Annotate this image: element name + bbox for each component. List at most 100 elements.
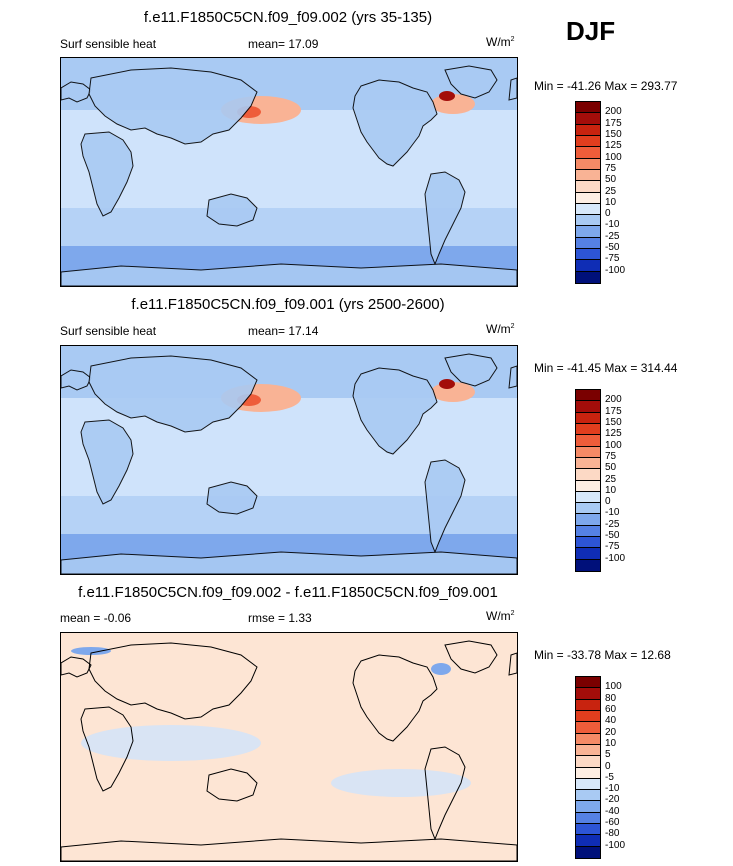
colorbar-swatch <box>576 260 600 272</box>
colorbar-swatch <box>576 733 600 745</box>
colorbar-tick-label: 10 <box>605 484 617 496</box>
continent-outline <box>80 419 134 505</box>
colorbar-tick-label: -25 <box>605 518 620 530</box>
continent-outline <box>424 746 466 841</box>
colorbar-swatch <box>576 480 600 492</box>
colorbar-swatch <box>576 226 600 238</box>
colorbar-swatch <box>576 744 600 757</box>
colorbar-tick-label: 25 <box>605 473 617 485</box>
continent-outline <box>352 79 438 167</box>
colorbar-tick-label: 50 <box>605 462 617 474</box>
colorbar-swatch <box>576 756 600 768</box>
colorbar-swatch <box>576 778 600 791</box>
colorbar-swatch <box>576 537 600 549</box>
continent-outline <box>88 67 258 145</box>
panel-3-map <box>60 632 518 862</box>
colorbar-swatch <box>576 548 600 560</box>
colorbar-tick-label: 0 <box>605 496 611 508</box>
colorbar-swatch <box>576 812 600 825</box>
colorbar-tick-label: -25 <box>605 230 620 242</box>
colorbar-swatch <box>576 722 600 734</box>
continent-outline <box>444 640 498 674</box>
colorbar-swatch <box>576 135 600 148</box>
colorbar-tick-label: 125 <box>605 140 622 152</box>
colorbar-tick-label: 175 <box>605 405 622 417</box>
colorbar-swatch <box>576 113 600 125</box>
continent-outline <box>80 131 134 217</box>
panel-2-colorbar <box>575 389 601 572</box>
colorbar-tick-label: -60 <box>605 817 620 829</box>
colorbar-tick-label: 75 <box>605 162 617 174</box>
panel-2-map <box>60 345 518 575</box>
gulf-stream-core <box>439 91 455 101</box>
colorbar-swatch <box>576 249 600 261</box>
panel-2-center-label: mean= 17.14 <box>248 324 319 338</box>
continent-outline <box>88 355 258 433</box>
panel-1-title: f.e11.F1850C5CN.f09_f09.002 (yrs 35-135) <box>143 9 433 26</box>
panel-1-map-field <box>61 58 517 286</box>
colorbar-tick-label: -80 <box>605 828 620 840</box>
colorbar-swatch <box>576 688 600 700</box>
colorbar-swatch <box>576 767 600 779</box>
colorbar-tick-label: 10 <box>605 737 617 749</box>
panel-1-units: W/m2 <box>486 35 515 49</box>
continent-outline <box>61 656 92 678</box>
panel-1-map <box>60 57 518 287</box>
diff-cool-patch <box>81 725 261 761</box>
colorbar-swatch <box>576 846 600 858</box>
colorbar-tick-label: -5 <box>605 771 614 783</box>
colorbar-tick-label: -10 <box>605 219 620 231</box>
colorbar-swatch <box>576 169 600 182</box>
colorbar-swatch <box>576 192 600 204</box>
continent-outline <box>352 367 438 455</box>
colorbar-swatch <box>576 237 600 250</box>
colorbar-swatch <box>576 514 600 526</box>
panel-3-center-label: rmse = 1.33 <box>248 611 312 625</box>
colorbar-tick-label: 80 <box>605 692 617 704</box>
colorbar-swatch <box>576 835 600 847</box>
colorbar-swatch <box>576 559 600 571</box>
continent-outline <box>444 65 498 99</box>
colorbar-tick-label: 200 <box>605 106 622 118</box>
continent-outline <box>444 353 498 387</box>
diff-cool-patch <box>331 769 471 797</box>
colorbar-swatch <box>576 401 600 413</box>
colorbar-swatch <box>576 790 600 802</box>
colorbar-tick-label: 0 <box>605 760 611 772</box>
colorbar-swatch <box>576 491 600 504</box>
continent-outline <box>508 77 517 101</box>
colorbar-tick-label: 100 <box>605 439 622 451</box>
colorbar-swatch <box>576 102 600 114</box>
continent-outline <box>206 481 258 515</box>
continent-outline <box>88 642 258 720</box>
colorbar-swatch <box>576 525 600 538</box>
colorbar-tick-label: 5 <box>605 749 611 761</box>
colorbar-tick-label: 50 <box>605 174 617 186</box>
colorbar-swatch <box>576 423 600 436</box>
colorbar-tick-label: -100 <box>605 552 626 564</box>
colorbar-swatch <box>576 457 600 470</box>
colorbar-tick-label: -40 <box>605 805 620 817</box>
continent-outline <box>206 768 258 802</box>
colorbar-swatch <box>576 158 600 170</box>
panel-1-colorbar <box>575 101 601 284</box>
colorbar-swatch <box>576 435 600 447</box>
continent-outline <box>61 369 92 391</box>
colorbar-tick-label: 125 <box>605 428 622 440</box>
panel-3-colorbar <box>575 676 601 859</box>
colorbar-tick-label: 175 <box>605 117 622 129</box>
colorbar-swatch <box>576 469 600 481</box>
diff-cool-spot <box>71 647 111 655</box>
colorbar-tick-label: 25 <box>605 185 617 197</box>
colorbar-swatch <box>576 824 600 836</box>
colorbar-swatch <box>576 215 600 227</box>
colorbar-tick-label: 0 <box>605 208 611 220</box>
panel-1-range: Min = -41.26 Max = 293.77 <box>534 79 678 93</box>
panel-3-units: W/m2 <box>486 609 515 623</box>
gulf-stream-core <box>439 379 455 389</box>
colorbar-swatch <box>576 677 600 689</box>
colorbar-tick-label: 200 <box>605 394 622 406</box>
panel-2-range: Min = -41.45 Max = 314.44 <box>534 361 678 375</box>
colorbar-swatch <box>576 147 600 159</box>
panel-3-title: f.e11.F1850C5CN.f09_f09.002 - f.e11.F185… <box>78 584 498 601</box>
